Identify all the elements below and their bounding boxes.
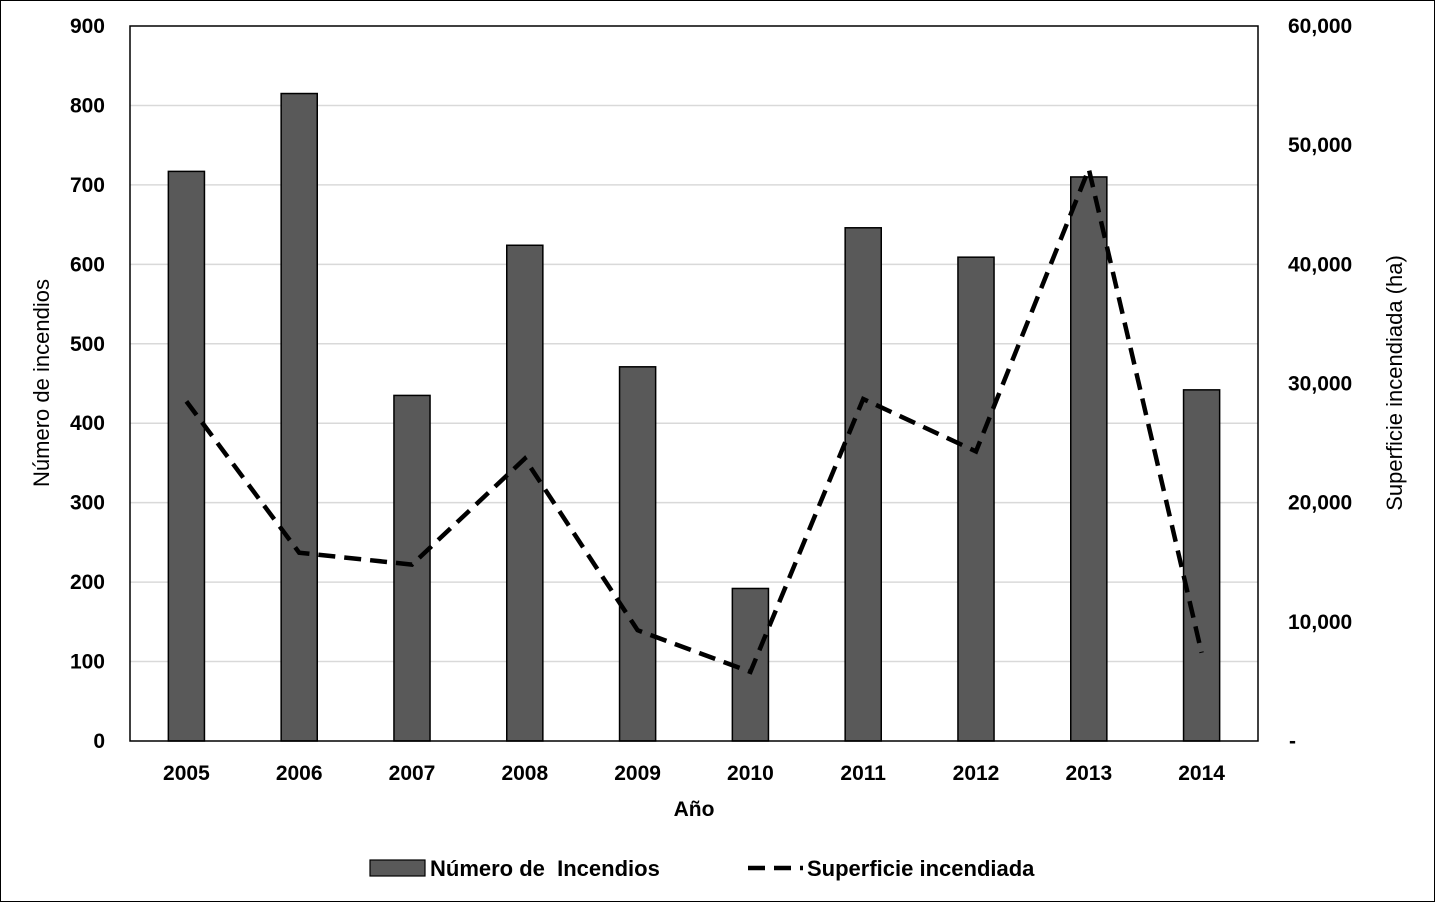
bar-2006 [280,92,318,742]
left-tick-label: 200 [70,571,105,594]
bar-2008 [506,244,544,742]
x-tick-label: 2012 [953,762,1000,785]
x-axis-title: Año [674,798,715,821]
left-axis-title: Número de incendios [29,279,54,487]
legend-label-bars: Número de Incendios [430,856,660,881]
bar-2005 [167,170,206,742]
bar-2009 [618,366,657,742]
bar-2013 [1070,176,1108,742]
right-tick-label: 60,000 [1288,15,1352,38]
x-tick-label: 2005 [163,762,210,785]
left-tick-label: 400 [70,412,105,435]
left-tick-label: 100 [70,651,105,674]
left-tick-label: 900 [70,15,105,38]
left-tick-label: 0 [93,730,105,753]
x-tick-label: 2013 [1065,762,1112,785]
plot-area-border [129,25,1259,742]
bar-2014 [1182,389,1221,742]
bar-2007 [393,394,431,742]
right-tick-label: 10,000 [1288,611,1352,634]
right-axis-title: Superficie incendiada (ha) [1382,255,1407,511]
right-tick-label: 30,000 [1288,373,1352,396]
right-tick-label: 20,000 [1288,492,1352,515]
left-tick-label: 600 [70,253,105,276]
bar-series [167,92,1221,742]
x-tick-label: 2014 [1178,762,1225,785]
left-tick-label: 500 [70,333,105,356]
left-tick-label: 700 [70,174,105,197]
x-axis-ticks: 2005 2006 2007 2008 2009 2010 2011 2012 2013 2014 [163,762,1225,785]
left-axis-ticks: 0 100 200 300 400 500 600 700 800 900 [70,15,105,753]
legend-label-line: Superficie incendiada [807,856,1035,881]
x-tick-label: 2009 [614,762,661,785]
x-tick-label: 2007 [389,762,436,785]
right-axis-ticks: - 10,000 20,000 30,000 40,000 50,000 60,000 [1288,15,1352,753]
bar-2010 [731,587,770,742]
x-tick-label: 2011 [840,762,886,785]
line-series-superficie [184,161,1204,675]
legend-swatch-bars [369,859,426,877]
left-tick-label: 800 [70,94,105,117]
x-tick-label: 2008 [501,762,548,785]
gridlines [130,104,1258,663]
right-tick-label: 40,000 [1288,253,1352,276]
left-tick-label: 300 [70,492,105,515]
legend: Número de Incendios Superficie incendiad… [369,856,1035,881]
right-tick-label: 50,000 [1288,134,1352,157]
bar-2012 [957,256,995,742]
x-tick-label: 2006 [276,762,323,785]
right-tick-label: - [1289,730,1296,753]
bar-2011 [844,227,882,742]
x-tick-label: 2010 [727,762,774,785]
